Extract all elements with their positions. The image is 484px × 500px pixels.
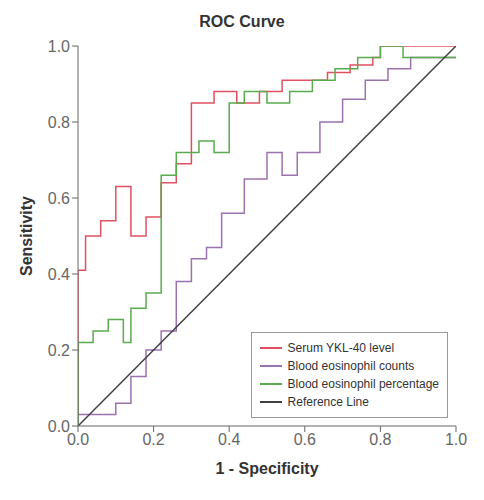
svg-text:0.0: 0.0 [48, 418, 70, 435]
svg-text:1.0: 1.0 [48, 38, 70, 55]
html-text:ROC Curve: ROC Curve [199, 13, 285, 30]
svg-text:Sensitivity: Sensitivity [18, 196, 35, 276]
svg-text:0.2: 0.2 [48, 342, 70, 359]
svg-text:0.4: 0.4 [218, 431, 240, 448]
html-text:Blood eosinophil percentage: Blood eosinophil percentage [287, 377, 439, 391]
svg-text:0.6: 0.6 [294, 431, 316, 448]
html-text:Reference Line: Reference Line [287, 395, 369, 409]
svg-text:0.0: 0.0 [67, 431, 89, 448]
svg-text:0.8: 0.8 [369, 431, 391, 448]
svg-text:1.0: 1.0 [445, 431, 467, 448]
svg-text:0.4: 0.4 [48, 266, 70, 283]
svg-text:0.8: 0.8 [48, 114, 70, 131]
svg-text:1 - Specificity: 1 - Specificity [215, 460, 318, 477]
html-text:Blood eosinophil counts: Blood eosinophil counts [287, 359, 415, 373]
svg-text:0.6: 0.6 [48, 190, 70, 207]
svg-text:0.2: 0.2 [142, 431, 164, 448]
html-text:Serum YKL-40 level: Serum YKL-40 level [287, 341, 394, 355]
